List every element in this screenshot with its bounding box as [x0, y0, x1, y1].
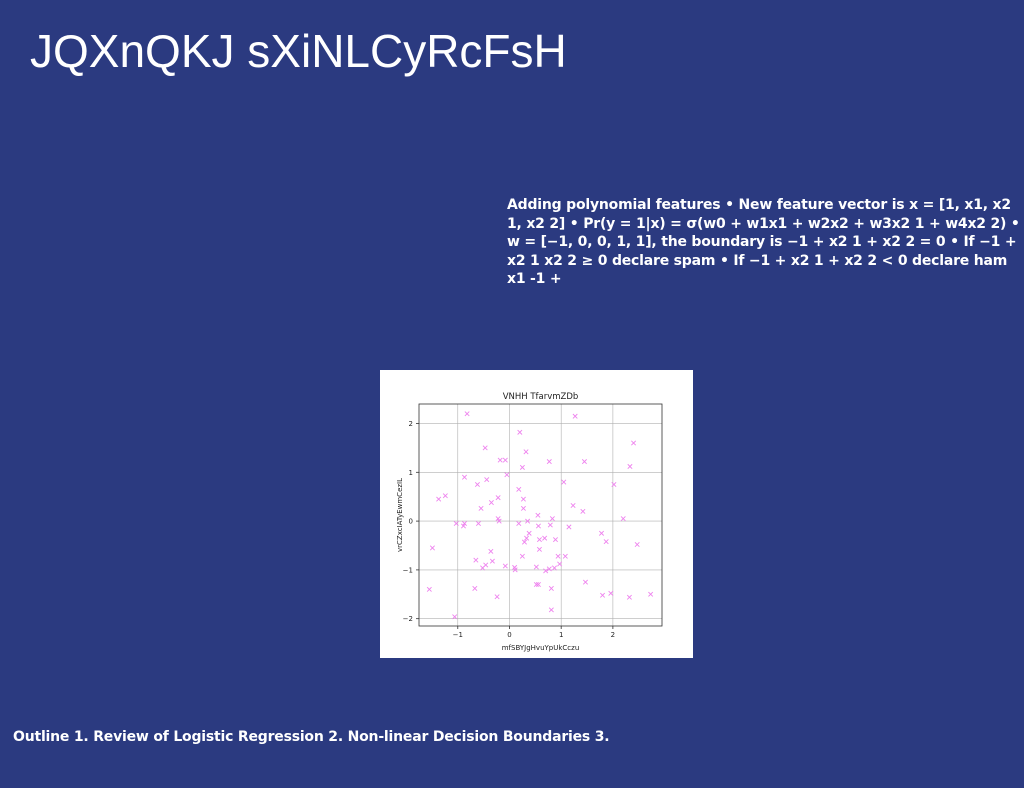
- data-point: [482, 445, 488, 451]
- data-point: [473, 557, 479, 563]
- slide-footer-text: Outline 1. Review of Logistic Regression…: [13, 729, 610, 745]
- data-point: [546, 566, 552, 572]
- data-point: [535, 523, 541, 529]
- data-point: [502, 457, 508, 463]
- data-point: [627, 463, 633, 469]
- data-point: [611, 481, 617, 488]
- data-point: [489, 558, 495, 564]
- data-point: [504, 472, 510, 478]
- data-point: [452, 614, 458, 620]
- data-point: [525, 518, 531, 524]
- data-point: [474, 481, 480, 488]
- data-point: [461, 474, 468, 480]
- data-point: [566, 524, 572, 530]
- data-point: [524, 535, 530, 541]
- y-tick-label: 0: [409, 518, 413, 526]
- y-axis-label: vrCZxcIATyEwmCezIL: [396, 478, 404, 552]
- x-tick-label: −1: [453, 631, 463, 639]
- data-point: [600, 592, 606, 598]
- chart-points: [426, 411, 654, 620]
- data-point: [555, 553, 561, 559]
- plot-area-frame: [418, 403, 663, 627]
- data-point: [561, 479, 567, 485]
- chart-grid: [419, 404, 662, 626]
- data-point: [535, 512, 541, 518]
- x-tick-label: 1: [559, 631, 563, 639]
- data-point: [488, 500, 494, 506]
- slide-body-text: Adding polynomial features • New feature…: [507, 197, 1020, 287]
- data-point: [496, 518, 502, 524]
- data-point: [520, 496, 526, 502]
- data-point: [533, 564, 539, 570]
- data-point: [536, 546, 542, 552]
- data-point: [548, 585, 554, 591]
- data-point: [533, 582, 539, 588]
- data-point: [608, 590, 614, 596]
- data-point: [648, 591, 654, 597]
- data-point: [549, 516, 555, 522]
- data-point: [516, 521, 522, 527]
- data-point: [519, 464, 525, 470]
- data-point: [548, 607, 554, 613]
- data-point: [603, 539, 609, 545]
- data-point: [634, 542, 640, 548]
- data-point: [436, 496, 442, 502]
- data-point: [557, 561, 563, 567]
- data-point: [517, 429, 523, 435]
- data-point: [581, 459, 587, 465]
- y-tick-label: −2: [403, 615, 413, 623]
- data-point: [478, 505, 484, 511]
- data-point: [497, 457, 503, 463]
- data-point: [536, 537, 542, 543]
- data-point: [598, 530, 605, 536]
- data-point: [631, 440, 637, 446]
- data-point: [488, 548, 494, 554]
- data-point: [464, 411, 470, 417]
- data-point: [453, 521, 459, 527]
- y-tick-label: 1: [409, 469, 413, 477]
- data-point: [516, 486, 522, 492]
- x-tick-label: 0: [507, 631, 511, 639]
- data-point: [570, 502, 576, 509]
- x-tick-label: 2: [611, 631, 615, 639]
- chart-ticks: −1 0 1 2 −2 −1 0 1 2: [403, 420, 615, 639]
- data-point: [519, 553, 525, 559]
- data-point: [495, 495, 501, 501]
- data-point: [494, 594, 500, 600]
- x-axis-label: mfSBYJgHvuYpUkCczu: [502, 644, 580, 652]
- data-point: [552, 537, 559, 543]
- data-point: [620, 516, 626, 522]
- data-point: [582, 579, 588, 585]
- data-point: [547, 522, 553, 528]
- data-point: [551, 565, 557, 571]
- data-point: [543, 568, 549, 574]
- scatter-chart: −1 0 1 2 −2 −1 0 1 2 VNHH TfarvmZDb mfSBYJgHvuYp…: [396, 392, 663, 652]
- data-point: [484, 477, 490, 483]
- data-point: [426, 586, 432, 592]
- chart-title: VNHH TfarvmZDb: [503, 392, 579, 402]
- data-point: [626, 594, 632, 600]
- data-point: [480, 565, 486, 571]
- y-tick-label: −1: [403, 566, 413, 574]
- data-point: [572, 413, 578, 419]
- data-point: [523, 449, 529, 455]
- data-point: [429, 545, 435, 551]
- data-point: [460, 523, 466, 529]
- data-point: [442, 493, 448, 499]
- data-point: [472, 585, 478, 591]
- data-point: [580, 508, 586, 514]
- data-point: [502, 563, 508, 569]
- slide-title: JQXnQKJ sXiNLCyRcFsH: [30, 25, 567, 77]
- data-point: [512, 567, 518, 573]
- data-point: [562, 553, 568, 559]
- scatter-chart-panel: −1 0 1 2 −2 −1 0 1 2 VNHH TfarvmZDb mfSBYJgHvuYp…: [380, 370, 693, 658]
- data-point: [521, 539, 527, 545]
- data-point: [535, 582, 541, 588]
- data-point: [526, 530, 532, 536]
- data-point: [520, 505, 526, 511]
- data-point: [475, 521, 481, 527]
- data-point: [546, 459, 552, 465]
- data-point: [542, 535, 548, 541]
- y-tick-label: 2: [409, 420, 413, 428]
